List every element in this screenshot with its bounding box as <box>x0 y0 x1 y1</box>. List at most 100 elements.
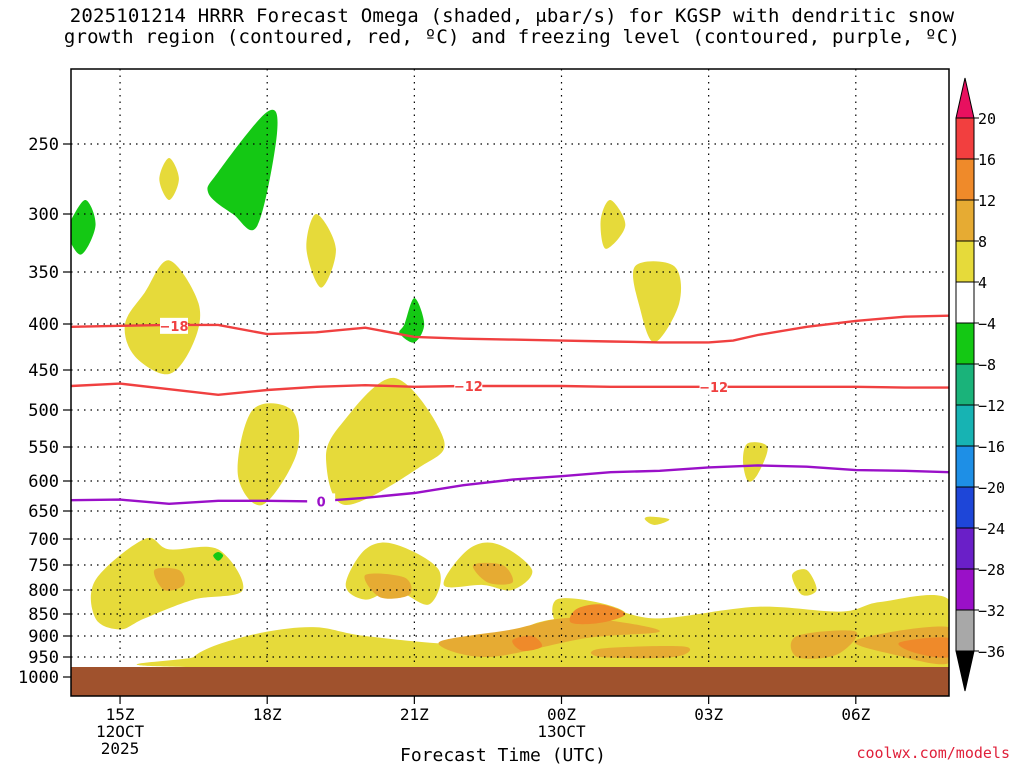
omega-region-7 <box>743 442 768 482</box>
colorbar-label-4: 4 <box>978 274 987 292</box>
colorbar-label-0: 20 <box>978 110 996 128</box>
colorbar-bin-4 <box>955 281 975 324</box>
omega-region-25 <box>71 199 96 255</box>
y-tick-label-650: 650 <box>28 502 59 522</box>
y-tick-label-750: 750 <box>28 556 59 576</box>
omega-region-26 <box>207 109 278 231</box>
colorbar-label-10: −24 <box>978 520 1005 538</box>
colorbar-label-8: −16 <box>978 438 1005 456</box>
omega-hole-0 <box>501 609 529 620</box>
colorbar-bin-7 <box>955 404 975 447</box>
omega-region-8 <box>644 516 670 525</box>
dgz-top-label-bg-0 <box>160 317 189 334</box>
omega-region-1 <box>159 158 179 200</box>
colorbar-label-5: −4 <box>978 315 996 333</box>
dgz-bottom-line <box>71 382 949 397</box>
omega-region-14 <box>791 569 817 596</box>
colorbar-bin-0 <box>955 117 975 160</box>
y-tick-label-250: 250 <box>28 135 59 155</box>
x-tick-label-21Z: 21Z <box>400 705 429 724</box>
dgz-bottom-label-1: −12 <box>699 381 728 396</box>
contour-labels: −18 −12 −12 0 <box>160 317 728 510</box>
freezing-level-label-bg-0 <box>307 493 336 510</box>
colorbar: 20 16 12 8 4 −4 −8 −12 −16 −20 −24 −28 −32 −36 <box>955 77 1005 692</box>
omega-region-19 <box>590 645 691 659</box>
contour-lines <box>71 314 949 506</box>
omega-region-3 <box>600 199 626 249</box>
dgz-bottom-label-bg-1 <box>699 378 728 395</box>
colorbar-label-7: −12 <box>978 397 1005 415</box>
x-tick-date-15Z: 12OCT <box>96 722 145 741</box>
colorbar-bin-2 <box>955 199 975 242</box>
y-tick-label-850: 850 <box>28 605 59 625</box>
y-tick-label-450: 450 <box>28 361 59 381</box>
watermark: coolwx.com/models <box>856 744 1010 762</box>
colorbar-label-3: 8 <box>978 233 987 251</box>
y-tick-label-600: 600 <box>28 472 59 492</box>
omega-shading <box>71 109 949 673</box>
colorbar-bin-6 <box>955 363 975 406</box>
x-tick-label-06Z: 06Z <box>841 705 870 724</box>
y-axis: 2503003504004505005506006507007508008509… <box>18 135 71 688</box>
colorbar-top-arrow <box>955 77 975 119</box>
omega-region-4 <box>632 261 682 343</box>
title-line-2: growth region (contoured, red, ºC) and f… <box>63 26 961 48</box>
omega-region-28 <box>213 552 224 561</box>
colorbar-bin-8 <box>955 445 975 488</box>
omega-region-15 <box>153 567 185 591</box>
x-tick-year-15Z: 2025 <box>101 739 140 758</box>
omega-region-5 <box>237 403 300 506</box>
colorbar-bin-3 <box>955 240 975 283</box>
colorbar-label-9: −20 <box>978 479 1005 497</box>
x-tick-label-03Z: 03Z <box>694 705 723 724</box>
colorbar-label-1: 16 <box>978 151 996 169</box>
omega-region-2 <box>306 214 336 288</box>
chart-title: 2025101214 HRRR Forecast Omega (shaded, … <box>0 6 1024 48</box>
colorbar-label-11: −28 <box>978 561 1005 579</box>
omega-region-17 <box>472 562 514 585</box>
omega-region-24 <box>898 637 949 658</box>
omega-region-11 <box>345 542 441 605</box>
dgz-top-label-0: −18 <box>160 320 189 335</box>
omega-region-16 <box>364 573 412 599</box>
colorbar-bin-10 <box>955 527 975 570</box>
y-tick-label-950: 950 <box>28 648 59 668</box>
freezing-level-line <box>71 464 949 506</box>
colorbar-bin-12 <box>955 609 975 652</box>
dgz-bottom-label-0: −12 <box>454 380 483 395</box>
plot-frame <box>70 68 950 697</box>
y-tick-label-350: 350 <box>28 263 59 283</box>
colorbar-label-13: −36 <box>978 643 1005 661</box>
y-tick-label-900: 900 <box>28 627 59 647</box>
x-tick-label-00Z: 00Z <box>547 705 576 724</box>
x-tick-date-00Z: 13OCT <box>537 722 586 741</box>
colorbar-label-2: 12 <box>978 192 996 210</box>
x-axis-label: Forecast Time (UTC) <box>400 745 606 766</box>
omega-region-23 <box>512 635 543 651</box>
dgz-top-line <box>71 314 949 344</box>
y-tick-label-550: 550 <box>28 438 59 458</box>
y-tick-label-500: 500 <box>28 401 59 421</box>
y-tick-label-700: 700 <box>28 530 59 550</box>
x-tick-label-15Z: 15Z <box>106 705 135 724</box>
colorbar-bin-11 <box>955 568 975 611</box>
omega-region-22 <box>569 604 626 625</box>
colorbar-label-12: −32 <box>978 602 1005 620</box>
title-line-1: 2025101214 HRRR Forecast Omega (shaded, … <box>69 5 955 27</box>
dgz-bottom-label-bg-0 <box>454 378 483 394</box>
colorbar-bin-9 <box>955 486 975 529</box>
colorbar-bin-1 <box>955 158 975 201</box>
omega-region-18 <box>438 617 660 658</box>
colorbar-bin-5 <box>955 322 975 365</box>
omega-region-6 <box>325 377 445 506</box>
colorbar-label-6: −8 <box>978 356 996 374</box>
y-tick-label-300: 300 <box>28 205 59 225</box>
ground-surface <box>71 667 949 696</box>
grid-lines <box>71 69 949 667</box>
freezing-level-label-0: 0 <box>317 495 326 510</box>
y-tick-label-800: 800 <box>28 581 59 601</box>
omega-region-0 <box>124 260 201 375</box>
omega-region-20 <box>790 630 858 659</box>
